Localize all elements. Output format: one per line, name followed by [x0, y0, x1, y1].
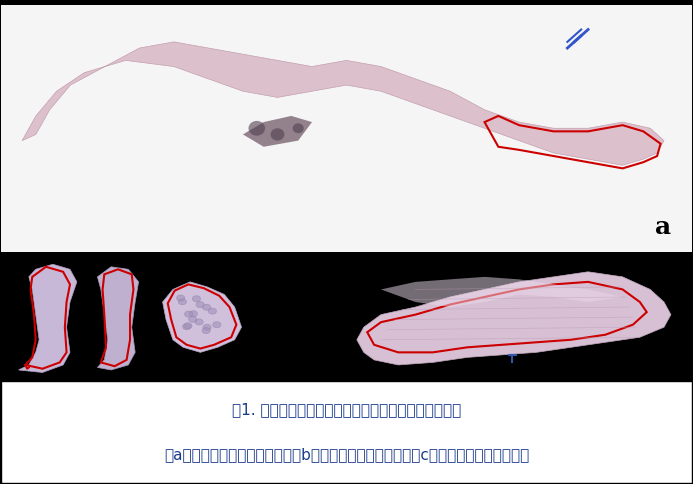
Circle shape: [196, 302, 204, 307]
Circle shape: [178, 299, 186, 305]
Text: c: c: [666, 348, 681, 373]
Circle shape: [189, 311, 198, 317]
Polygon shape: [98, 267, 139, 370]
Polygon shape: [22, 42, 664, 166]
Circle shape: [249, 121, 265, 136]
Polygon shape: [357, 272, 671, 365]
Circle shape: [270, 128, 284, 141]
Circle shape: [188, 316, 197, 322]
Text: 图1. 黑色素细胞病变（红色轮廓内）病理全切片图像。: 图1. 黑色素细胞病变（红色轮廓内）病理全切片图像。: [232, 402, 461, 417]
Circle shape: [203, 324, 211, 330]
Polygon shape: [243, 116, 312, 147]
Circle shape: [292, 123, 304, 133]
Circle shape: [182, 324, 191, 330]
Circle shape: [193, 296, 200, 302]
Circle shape: [202, 328, 210, 333]
Circle shape: [213, 322, 221, 328]
Text: （a）不典型黑色素细胞病变；（b）良性黑色素细胞病变；（c）恶性黑色素细胞病变。: （a）不典型黑色素细胞病变；（b）良性黑色素细胞病变；（c）恶性黑色素细胞病变。: [164, 447, 529, 462]
Text: b: b: [317, 348, 334, 373]
Polygon shape: [381, 277, 622, 307]
Text: a: a: [655, 215, 671, 240]
Circle shape: [184, 323, 192, 329]
Polygon shape: [163, 282, 242, 352]
FancyBboxPatch shape: [1, 5, 692, 252]
Polygon shape: [19, 264, 77, 373]
FancyBboxPatch shape: [1, 381, 692, 483]
Circle shape: [209, 308, 216, 314]
Circle shape: [202, 304, 211, 310]
Circle shape: [195, 319, 203, 325]
Circle shape: [177, 295, 185, 301]
Circle shape: [184, 311, 193, 317]
